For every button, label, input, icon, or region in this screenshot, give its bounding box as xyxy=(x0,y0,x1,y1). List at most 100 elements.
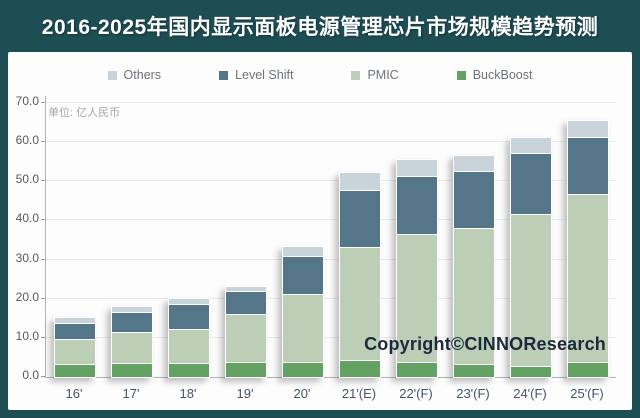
bar-segment-others xyxy=(111,306,153,315)
gridline xyxy=(46,219,616,221)
bar-17 xyxy=(111,306,153,378)
bar-segment-pmic xyxy=(567,193,609,365)
bar-segment-pmic xyxy=(54,338,96,367)
x-axis-label: 23'(F) xyxy=(456,386,490,401)
gridline xyxy=(46,180,616,182)
x-axis-label: 25'(F) xyxy=(570,386,604,401)
y-axis-tick xyxy=(41,102,45,104)
bar-segment-others xyxy=(510,137,552,155)
bar-19 xyxy=(225,285,267,378)
gridline xyxy=(46,141,616,143)
title-band: 2016-2025年国内显示面板电源管理芯片市场规模趋势预测 xyxy=(0,0,640,52)
x-axis-label: 21'(E) xyxy=(341,386,377,401)
legend-label: Others xyxy=(123,68,162,82)
y-axis-tick xyxy=(41,376,45,377)
y-axis-label: 40.0 xyxy=(15,211,39,226)
copyright-watermark: Copyright©CINNOResearch xyxy=(364,334,606,354)
gridline xyxy=(46,258,616,260)
page-title: 2016-2025年国内显示面板电源管理芯片市场规模趋势预测 xyxy=(41,16,599,39)
bar-segment-level-shift xyxy=(111,312,153,335)
y-axis-label: 50.0 xyxy=(15,172,39,187)
bar-segment-others xyxy=(453,154,495,174)
y-axis-label: 70.0 xyxy=(15,94,39,109)
y-axis-label: 10.0 xyxy=(15,328,39,343)
gridline xyxy=(46,297,616,299)
bar-segment-others xyxy=(54,317,96,326)
y-axis-tick xyxy=(41,258,45,260)
pmic-swatch-icon xyxy=(351,70,361,80)
others-swatch-icon xyxy=(107,70,117,80)
bar-segment-buckboost xyxy=(453,364,495,378)
x-axis-label: 20' xyxy=(293,386,311,401)
x-axis-line xyxy=(45,377,616,378)
bar-24F xyxy=(510,137,552,378)
bar-22F xyxy=(396,158,438,378)
bar-segment-buckboost xyxy=(339,360,381,378)
bar-segment-pmic xyxy=(339,246,381,363)
bar-segment-buckboost xyxy=(396,362,438,378)
y-axis-label: 30.0 xyxy=(15,250,39,265)
y-axis-tick xyxy=(41,141,45,143)
x-axis-label: 24'(F) xyxy=(513,386,547,401)
bar-segment-pmic xyxy=(510,213,552,369)
y-axis-tick xyxy=(41,180,45,182)
bar-segment-pmic xyxy=(453,228,495,367)
bar-segment-level-shift xyxy=(225,291,267,316)
y-axis-tick xyxy=(41,219,45,221)
legend-item-others: Others xyxy=(107,68,162,82)
bar-segment-buckboost xyxy=(282,361,324,378)
bar-16 xyxy=(54,317,96,378)
bar-segment-others xyxy=(567,119,609,140)
y-axis-tick xyxy=(41,297,45,299)
x-axis-label: 18' xyxy=(179,386,197,401)
y-axis-label: 20.0 xyxy=(15,289,39,304)
bar-segment-others xyxy=(396,158,438,179)
gridline xyxy=(46,336,616,338)
gridline xyxy=(46,102,616,104)
bar-segment-buckboost xyxy=(54,364,96,378)
bar-segment-others xyxy=(168,297,210,306)
bar-segment-level-shift xyxy=(453,171,495,231)
bar-segment-pmic xyxy=(225,313,267,364)
chart-legend: Others Level Shift PMIC BuckBoost xyxy=(8,62,632,88)
bar-segment-level-shift xyxy=(339,190,381,249)
bar-segment-pmic xyxy=(168,328,210,366)
y-axis-label: 0.0 xyxy=(22,368,39,382)
bar-segment-level-shift xyxy=(168,303,210,331)
x-axis-label: 19' xyxy=(236,386,254,401)
bar-segment-buckboost xyxy=(225,361,267,378)
legend-item-level-shift: Level Shift xyxy=(219,68,293,82)
legend-label: BuckBoost xyxy=(472,68,533,82)
bar-21E xyxy=(339,172,381,378)
legend-label: PMIC xyxy=(367,68,399,82)
bar-segment-buckboost xyxy=(567,362,609,378)
bar-segment-pmic xyxy=(396,233,438,365)
y-axis-label: 60.0 xyxy=(15,133,39,148)
bar-segment-buckboost xyxy=(168,363,210,378)
bar-segment-level-shift xyxy=(510,152,552,216)
level-shift-swatch-icon xyxy=(219,70,229,80)
x-axis-label: 17' xyxy=(122,386,140,401)
bar-18 xyxy=(168,297,210,378)
bar-segment-others xyxy=(339,172,381,193)
x-axis-label: 16' xyxy=(65,386,83,401)
bar-segment-level-shift xyxy=(282,256,324,296)
bar-segment-level-shift xyxy=(567,137,609,196)
bar-23F xyxy=(453,154,495,378)
bar-segment-level-shift xyxy=(396,176,438,236)
buckboost-swatch-icon xyxy=(456,70,466,80)
bar-25F xyxy=(567,119,609,378)
y-axis-tick xyxy=(41,336,45,338)
bar-segment-others xyxy=(282,245,324,259)
bar-segment-buckboost xyxy=(510,366,552,378)
unit-label: 单位: 亿人民币 xyxy=(48,107,121,119)
bar-segment-pmic xyxy=(282,293,324,364)
bar-segment-pmic xyxy=(111,332,153,366)
bar-segment-others xyxy=(225,285,267,294)
y-axis-line xyxy=(45,96,46,377)
bar-segment-buckboost xyxy=(111,363,153,378)
x-axis-label: 22'(F) xyxy=(399,386,433,401)
bar-20 xyxy=(282,245,324,378)
legend-item-pmic: PMIC xyxy=(351,68,399,82)
